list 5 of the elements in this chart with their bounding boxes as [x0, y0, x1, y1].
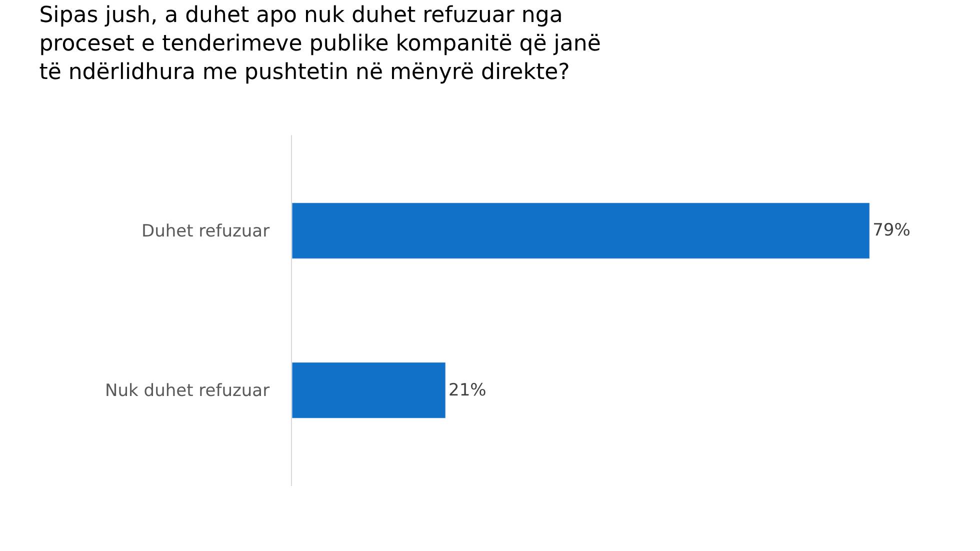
y-tick-label: Duhet refuzuar: [141, 222, 270, 242]
y-tick-label: Nuk duhet refuzuar: [105, 381, 270, 402]
chart-title: Sipas jush, a duhet apo nuk duhet refuzuar nga proceset e tenderimeve publike kompanitë që janë të ndërlidhura me pushtetin në mënyrë direkte?: [39, 3, 601, 86]
data-label: 79%: [872, 220, 910, 241]
data-label: 21%: [448, 380, 486, 400]
